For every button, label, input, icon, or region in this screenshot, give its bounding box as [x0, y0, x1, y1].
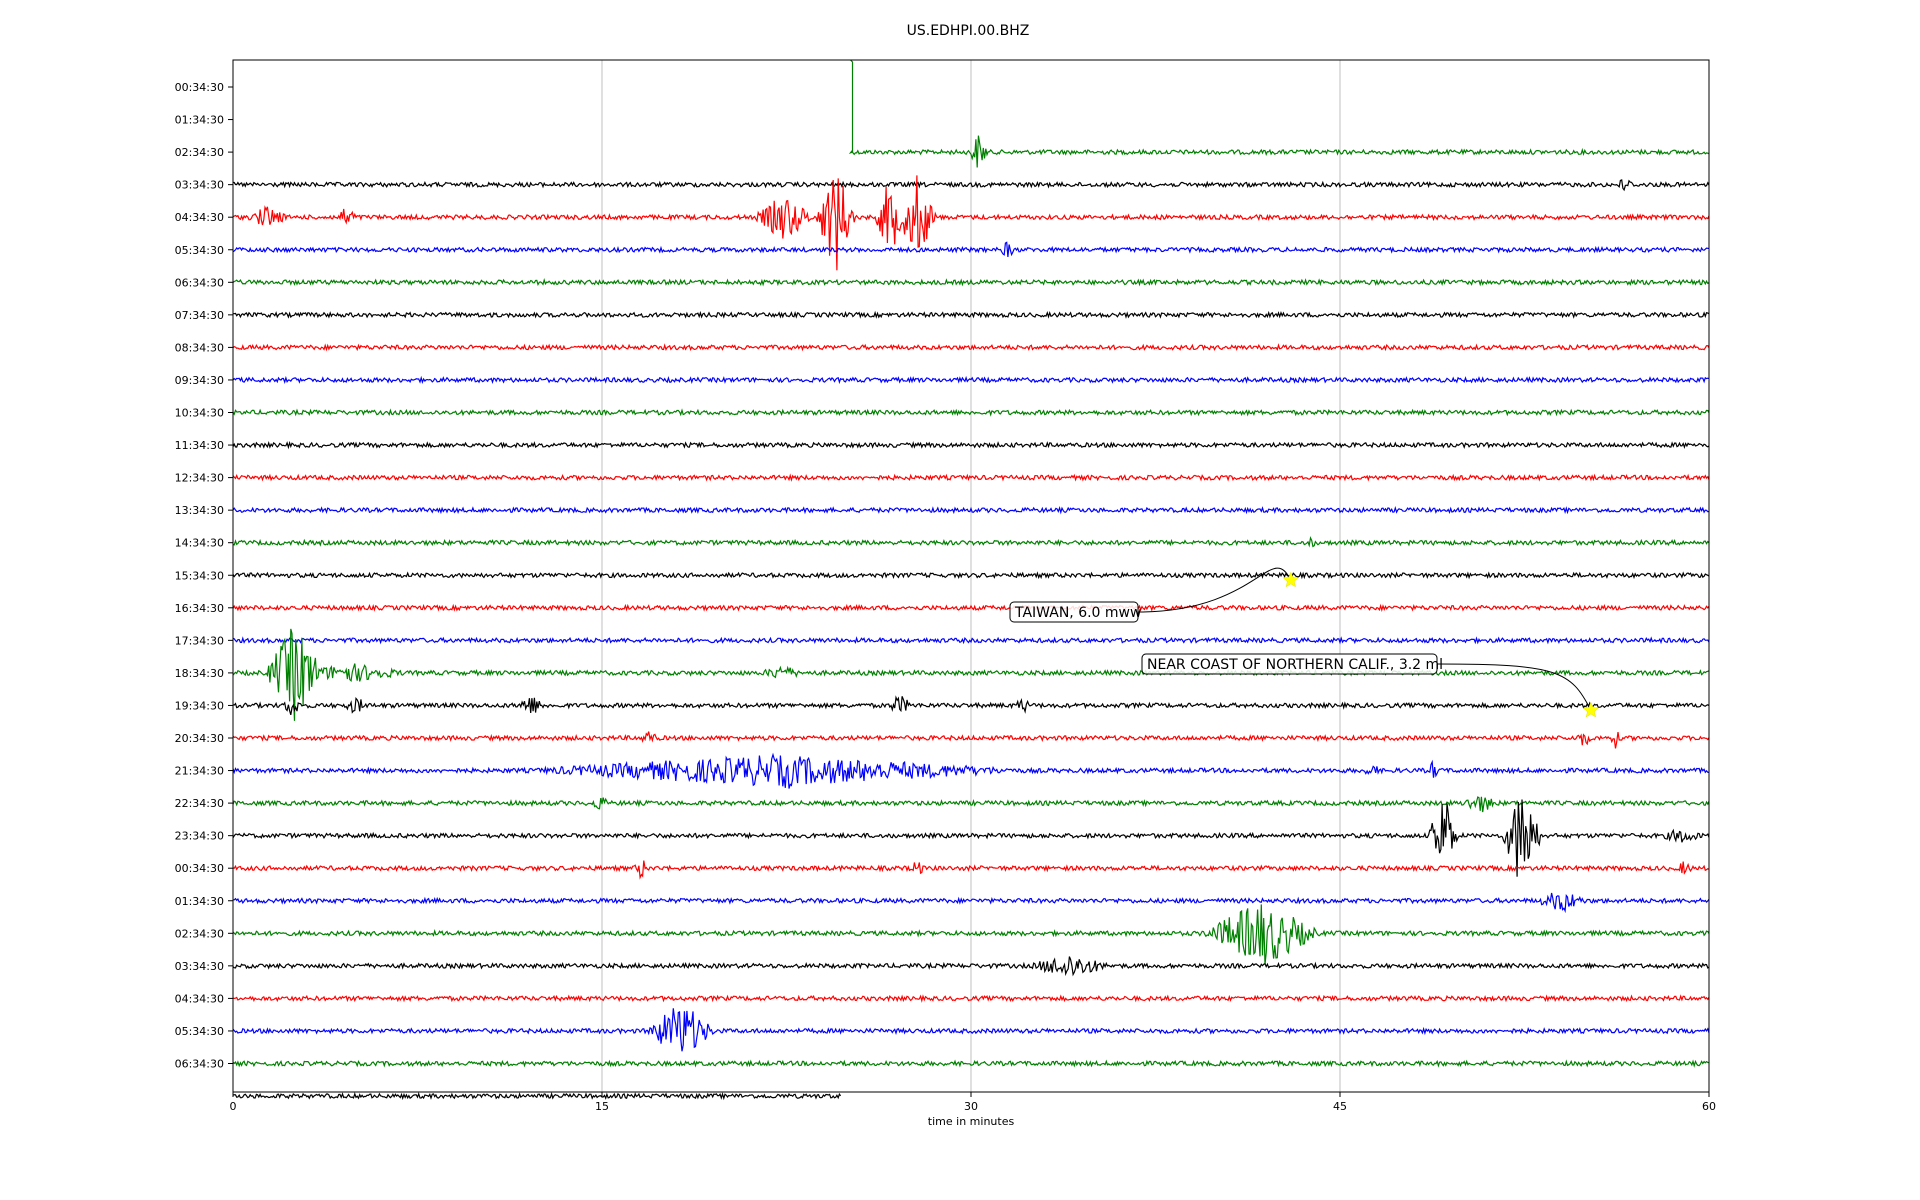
y-tick-label: 00:34:30 — [175, 862, 224, 875]
x-tick-label: 15 — [595, 1100, 609, 1113]
trace-line — [232, 505, 1710, 515]
y-tick-label: 00:34:30 — [175, 81, 224, 94]
trace-line — [232, 603, 1710, 612]
x-tick-label: 30 — [964, 1100, 978, 1113]
trace-line — [232, 904, 1710, 965]
trace-line — [232, 994, 1710, 1003]
trace-line — [232, 799, 1710, 877]
annotation-text: TAIWAN, 6.0 mww — [1014, 605, 1141, 621]
y-tick-label: 10:34:30 — [175, 407, 224, 420]
trace-line — [232, 796, 1710, 813]
y-tick-label: 05:34:30 — [175, 244, 224, 257]
trace-line — [232, 535, 1710, 548]
y-tick-label: 21:34:30 — [175, 765, 224, 778]
y-tick-label: 08:34:30 — [175, 341, 224, 354]
annotation-connector — [1137, 567, 1292, 613]
y-tick-label: 11:34:30 — [175, 439, 224, 452]
y-tick-label: 04:34:30 — [175, 211, 224, 224]
y-tick-label: 07:34:30 — [175, 309, 224, 322]
trace-line — [232, 440, 1710, 450]
trace-line — [232, 892, 1710, 914]
trace-line — [232, 278, 1710, 287]
annotation-connector — [1436, 663, 1592, 711]
y-tick-label: 04:34:30 — [175, 992, 224, 1005]
trace-line — [232, 571, 1710, 580]
x-axis-label: time in minutes — [928, 1115, 1015, 1128]
annotation-box — [1141, 653, 1438, 675]
y-tick-label: 05:34:30 — [175, 1025, 224, 1038]
trace-line — [232, 408, 1710, 417]
trace-line — [233, 310, 1710, 319]
trace-line — [232, 1059, 1710, 1068]
trace-line — [232, 628, 1710, 721]
trace-line — [232, 1008, 1710, 1052]
trace-line — [232, 241, 1710, 257]
y-axis: 00:34:30 01:34:30 02:34:30 03:34:30 04:34:30… — [175, 81, 233, 1071]
trace-line — [232, 1091, 842, 1101]
annotation-box — [1009, 601, 1139, 623]
y-tick-label: 13:34:30 — [175, 504, 224, 517]
event-star-marker — [1282, 571, 1300, 588]
trace-line — [232, 860, 1710, 880]
y-tick-label: 09:34:30 — [175, 374, 224, 387]
trace-line — [232, 752, 1710, 789]
y-tick-label: 23:34:30 — [175, 830, 224, 843]
y-tick-label: 18:34:30 — [175, 667, 224, 680]
trace-line — [232, 695, 1710, 716]
y-tick-label: 17:34:30 — [175, 634, 224, 647]
y-tick-label: 22:34:30 — [175, 797, 224, 810]
y-tick-label: 01:34:30 — [175, 895, 224, 908]
trace-line — [232, 636, 1710, 645]
trace-line — [232, 175, 1710, 271]
y-tick-label: 20:34:30 — [175, 732, 224, 745]
trace-line — [232, 956, 1710, 977]
y-tick-label: 02:34:30 — [175, 927, 224, 940]
event-star-marker — [1582, 701, 1600, 718]
y-tick-label: 14:34:30 — [175, 537, 224, 550]
annotation-text: NEAR COAST OF NORTHERN CALIF., 3.2 ml — [1147, 657, 1443, 673]
trace-line — [233, 179, 1710, 192]
x-tick-label: 0 — [230, 1100, 237, 1113]
y-tick-label: 15:34:30 — [175, 569, 224, 582]
x-tick-label: 60 — [1702, 1100, 1716, 1113]
y-tick-label: 03:34:30 — [175, 179, 224, 192]
annotations: TAIWAN, 6.0 mww NEAR COAST OF NORTHERN CA… — [1009, 567, 1600, 718]
y-tick-label: 16:34:30 — [175, 602, 224, 615]
y-tick-label: 06:34:30 — [175, 1058, 224, 1071]
x-axis: 0 15 30 45 60 — [230, 1092, 1716, 1113]
x-tick-label: 45 — [1333, 1100, 1347, 1113]
y-tick-label: 01:34:30 — [175, 114, 224, 127]
trace-line — [232, 375, 1710, 385]
y-tick-label: 02:34:30 — [175, 146, 224, 159]
traces — [232, 59, 1710, 1101]
trace-line — [232, 731, 1710, 749]
trace-line — [232, 343, 1710, 352]
y-tick-label: 06:34:30 — [175, 276, 224, 289]
trace-line — [232, 473, 1710, 482]
y-tick-label: 19:34:30 — [175, 699, 224, 712]
trace-line — [848, 59, 1710, 168]
chart-title: US.EDHPI.00.BHZ — [907, 23, 1030, 39]
y-tick-label: 12:34:30 — [175, 472, 224, 485]
plot-frame — [232, 59, 1710, 1093]
y-tick-label: 03:34:30 — [175, 960, 224, 973]
